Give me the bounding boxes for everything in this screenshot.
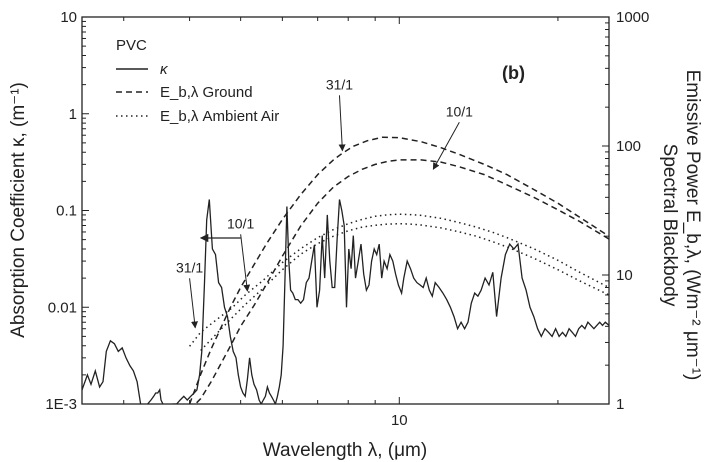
y-right-tick-label: 100 (616, 138, 641, 155)
series-line-2-10-1-dashed (194, 159, 609, 404)
legend-label-kappa: κ (160, 61, 169, 78)
annotation-arrow-0 (338, 95, 346, 152)
tick-layer: 10 1E-3 0.01 0.1 1 10 1 10 100 1000 (45, 9, 649, 429)
y-right-tick-label: 10 (616, 267, 633, 284)
y-left-tick-label: 0.01 (48, 299, 77, 316)
series-line-1-31-1-dashed (188, 136, 609, 404)
annotation-arrow-2 (240, 234, 251, 292)
panel-label: (b) (502, 63, 525, 83)
x-axis-label: Wavelength λ, (μm) (263, 440, 427, 461)
legend-label-ground: E_b,λ Ground (160, 84, 253, 101)
series-line-3-31-1-dotted (189, 213, 609, 347)
annotation-arrow-1 (432, 122, 460, 170)
y-left-tick-label: 1E-3 (45, 396, 77, 413)
y-left-tick-label: 0.1 (56, 203, 77, 220)
legend-title: PVC (116, 37, 147, 54)
y-right-tick-label: 1000 (616, 9, 649, 26)
y-right-tick-label: 1 (616, 396, 624, 413)
y-left-tick-label: 10 (60, 9, 77, 26)
annotation-label-0: 31/1 (326, 76, 353, 92)
legend: PVC κ E_b,λ Ground E_b,λ Ambient Air (116, 37, 279, 125)
series-line-0-solid (82, 199, 609, 404)
annotation-label-1: 10/1 (446, 103, 473, 119)
y-axis-left-label: Absorption Coefficient κ, (m⁻¹) (8, 82, 29, 338)
x-tick-label: 10 (391, 412, 408, 429)
annotation-label-2: 10/1 (227, 215, 254, 231)
y-axis-right-label-line2: Emissive Power E_b,λ, (Wm⁻² μm⁻¹) (682, 70, 703, 381)
annotation-layer: 31/1 10/1 10/1 31/1 (176, 76, 473, 329)
series-layer (82, 136, 609, 404)
annotation-label-3: 31/1 (176, 259, 203, 275)
legend-label-ambient: E_b,λ Ambient Air (160, 108, 279, 125)
annotation-arrow-3 (189, 278, 198, 329)
y-left-tick-label: 1 (69, 106, 77, 123)
y-axis-right-label-line1: Spectral Blackbody (659, 144, 680, 307)
